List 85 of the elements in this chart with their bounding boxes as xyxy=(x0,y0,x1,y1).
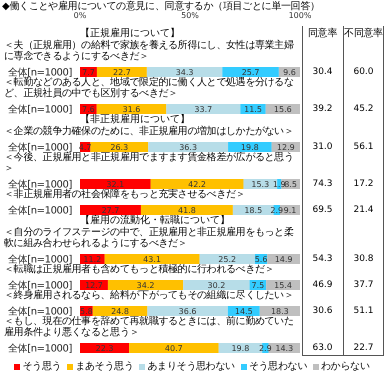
data-label: 5.6 xyxy=(254,254,268,264)
data-label: 41.8 xyxy=(178,206,196,215)
annotation: ＜転勤などのある人と、地域で限定的に働く人とで処遇を分けるなど、正規社員の中でも区別するべきだ＞ xyxy=(4,77,295,99)
data-label: 26.3 xyxy=(110,142,128,152)
annotation: 【非正規雇用について】 xyxy=(80,114,191,125)
text: 不同意率 xyxy=(343,28,384,40)
text: 37.7 xyxy=(352,279,375,291)
text: 39.2 xyxy=(311,103,334,115)
data-label: 22.7 xyxy=(113,68,131,77)
legend-label: わからない xyxy=(320,361,370,373)
legend-label: そう思わない xyxy=(248,361,307,373)
data-label: 34.3 xyxy=(176,68,194,77)
text: 30.4 xyxy=(311,66,334,78)
data-label: 12.9 xyxy=(276,142,295,152)
data-label: 42.2 xyxy=(188,180,206,189)
data-label: 14.5 xyxy=(234,306,253,316)
x-tick-label: 100% xyxy=(288,11,312,20)
data-label: 9.6 xyxy=(283,68,296,77)
data-label: 31.6 xyxy=(122,104,140,114)
annotation: ＜転職は正規雇用者も含めてもっと積極的に行われるべきだ＞ xyxy=(4,264,276,275)
data-label: 15.4 xyxy=(274,280,292,290)
annotation: ＜今後、正規雇用と非正規雇用でますます賃金格差が広がると思う＞ xyxy=(4,152,295,174)
data-label: 36.6 xyxy=(178,306,196,316)
annotation: ＜終身雇用されるなら、給料が下がってもその組織に尽くしたい＞ xyxy=(4,290,295,301)
text: 51.1 xyxy=(352,305,375,317)
data-label: 12.7 xyxy=(85,280,103,290)
text: 17.2 xyxy=(352,178,375,190)
data-label: 25.7 xyxy=(242,68,260,77)
data-label: 8.5 xyxy=(284,180,298,189)
data-label: 19.8 xyxy=(240,142,259,152)
data-label: 32.1 xyxy=(106,180,124,189)
text: 46.9 xyxy=(311,279,334,291)
data-label: 36.3 xyxy=(179,142,198,152)
data-label: 5.8 xyxy=(80,306,93,316)
data-label: 18.3 xyxy=(270,306,289,316)
text: 56.1 xyxy=(352,141,375,153)
text: 21.4 xyxy=(352,204,375,216)
y-tick-label: 全体[n=1000] xyxy=(8,104,72,116)
data-label: 7.6 xyxy=(82,104,95,114)
annotation: ＜自分のライフステージの中で、正規雇用と非正規雇用をもっと柔軟に組み合わせられるようにするべきだ＞ xyxy=(4,227,295,249)
annotation: 【正規雇用について】 xyxy=(80,28,181,39)
annotation: ＜もし、現在の仕事を辞めて再就職するときには、前に勤めていた雇用条件より悪くなると思う＞ xyxy=(4,316,295,338)
data-label: 30.2 xyxy=(207,280,226,290)
data-label: 40.7 xyxy=(164,344,183,353)
text: 30.8 xyxy=(352,253,375,265)
legend-label: あまりそう思わない xyxy=(146,361,235,373)
data-label: 7.7 xyxy=(82,68,95,77)
data-label: 11.2 xyxy=(83,254,102,264)
data-label: 11.5 xyxy=(244,104,262,114)
data-label: 14.3 xyxy=(275,344,294,353)
data-label: 33.7 xyxy=(194,104,212,114)
text: 30.6 xyxy=(311,305,334,317)
annotation: ＜非正規雇用者の社会保障をもっと充実させるべきだ＞ xyxy=(4,189,246,200)
text: 63.0 xyxy=(311,342,334,354)
data-label: 18.5 xyxy=(244,206,262,215)
text: 69.5 xyxy=(311,204,334,216)
legend-label: まあそう思う xyxy=(74,361,134,373)
data-label: 14.9 xyxy=(274,254,293,264)
y-tick-label: 全体[n=1000] xyxy=(8,204,72,217)
chart-title: ◆働くことや雇用についての意見に、同意するか（項目ごとに単一回答） xyxy=(2,1,320,12)
data-label: 25.2 xyxy=(218,254,236,264)
data-label: 19.8 xyxy=(231,344,250,353)
data-label: 27.7 xyxy=(102,206,120,215)
data-label: 9.1 xyxy=(284,206,296,215)
annotation: ＜夫（正規雇用）の給料で家族を養える所得にし、女性は専業主婦に専念できるようにするべきだ＞ xyxy=(4,40,295,62)
y-tick-label: 全体[n=1000] xyxy=(8,342,72,355)
data-label: 7.5 xyxy=(252,280,264,290)
text: 31.0 xyxy=(311,141,334,153)
text: 60.0 xyxy=(352,66,375,78)
text: 54.3 xyxy=(311,253,334,265)
data-label: 15.6 xyxy=(274,104,292,114)
text: 45.2 xyxy=(352,103,375,115)
text: 同意率 xyxy=(306,28,338,40)
annotation: 【雇用の流動化・転職について】 xyxy=(80,215,231,226)
x-tick-label: 0% xyxy=(74,11,87,20)
data-label: 34.2 xyxy=(136,280,154,290)
annotation: ＜企業の競争力確保のために、非正規雇用の増加はしかたがない＞ xyxy=(4,126,295,137)
x-tick-label: 50% xyxy=(181,11,200,20)
legend-label: そう思う xyxy=(21,361,62,373)
data-label: 24.8 xyxy=(111,306,129,316)
data-label: 15.3 xyxy=(251,180,270,189)
data-label: 43.1 xyxy=(143,254,161,264)
text: 22.7 xyxy=(352,342,375,354)
data-label: 22.3 xyxy=(96,344,114,353)
text: 74.3 xyxy=(311,178,334,190)
